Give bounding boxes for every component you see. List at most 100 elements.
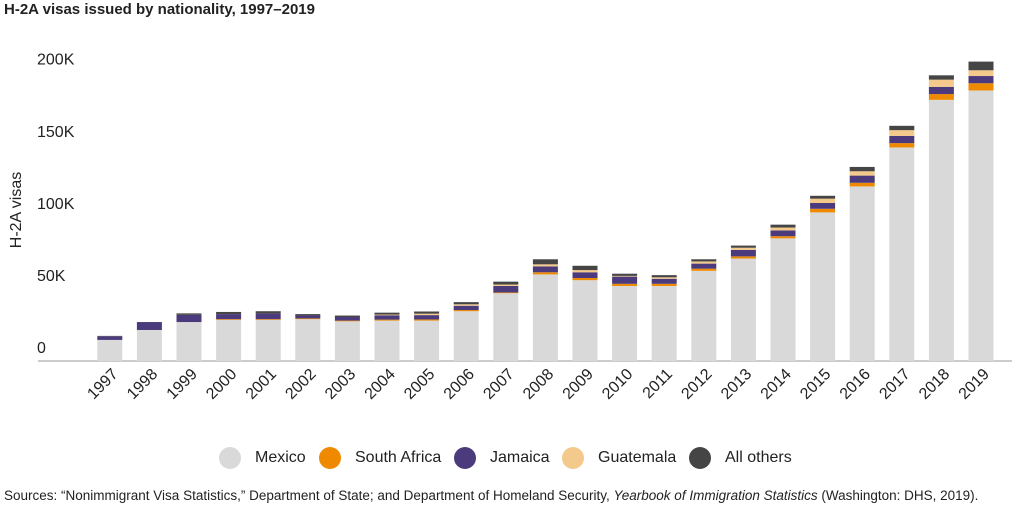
bar-segment xyxy=(691,263,717,269)
bar-segment xyxy=(651,275,677,278)
source-note: Sources: “Nonimmigrant Visa Statistics,”… xyxy=(4,487,1020,504)
bar-segment xyxy=(889,125,915,131)
legend-swatch xyxy=(219,447,241,469)
x-tick-label: 2011 xyxy=(640,366,676,402)
bar-segment xyxy=(136,322,162,330)
bar-segment xyxy=(97,339,123,361)
bar-segment xyxy=(889,147,915,361)
bar-segment xyxy=(770,227,796,231)
bar-segment xyxy=(97,336,123,340)
x-tick-label: 2009 xyxy=(560,366,597,403)
x-tick-label: 1997 xyxy=(84,366,121,403)
bar-segment xyxy=(255,319,281,361)
bar-segment xyxy=(928,99,954,361)
x-tick-label: 2010 xyxy=(599,366,636,403)
bar-segment xyxy=(691,268,717,271)
bar-segment xyxy=(651,283,677,286)
bar-segment xyxy=(849,166,875,172)
bar-segment xyxy=(968,61,994,71)
bar-segment xyxy=(770,224,796,228)
bar-segment xyxy=(216,319,242,320)
x-tick-label: 2000 xyxy=(203,366,240,403)
bar-segment xyxy=(414,319,440,321)
bar-segment xyxy=(770,230,796,237)
bar-segment xyxy=(532,274,558,361)
chart: H-2A visas issued by nationality, 1997–2… xyxy=(4,1,1012,469)
bar-segment xyxy=(493,285,519,293)
bar-segment xyxy=(730,245,756,248)
x-tick-label: 1999 xyxy=(164,366,201,403)
bar-segment xyxy=(374,312,400,315)
bar-segment xyxy=(295,319,321,361)
bar-segment xyxy=(532,264,558,267)
bar-segment xyxy=(176,322,202,361)
bar-segment xyxy=(691,259,717,262)
bar-segment xyxy=(532,266,558,273)
x-tick-label: 2013 xyxy=(718,366,755,403)
bar-segment xyxy=(730,249,756,257)
bar-segment xyxy=(810,208,836,213)
bar-segment xyxy=(612,273,638,276)
chart-title: H-2A visas issued by nationality, 1997–2… xyxy=(4,1,315,18)
bar-segment xyxy=(216,314,242,320)
x-tick-label: 2005 xyxy=(401,366,438,403)
bar-segment xyxy=(493,281,519,285)
bar-segment xyxy=(532,259,558,265)
x-tick-label: 2008 xyxy=(520,366,557,403)
y-tick-label: 50K xyxy=(37,268,66,285)
bar-segment xyxy=(493,293,519,361)
bar-segment xyxy=(770,238,796,361)
y-tick-label: 0 xyxy=(37,340,46,357)
bar-segment xyxy=(374,319,400,321)
bar-segment xyxy=(453,310,479,312)
source-text: Yearbook of Immigration Statistics xyxy=(613,488,818,503)
bar-segment xyxy=(572,280,598,361)
bar-segment xyxy=(176,313,202,315)
bar-segment xyxy=(691,261,717,264)
x-tick-label: 1998 xyxy=(124,366,161,403)
bar-segment xyxy=(849,186,875,361)
x-tick-label: 2014 xyxy=(758,366,795,403)
legend-swatch xyxy=(689,447,711,469)
bar-segment xyxy=(572,265,598,271)
bar-segment xyxy=(493,292,519,294)
bar-segment xyxy=(928,86,954,95)
x-tick-label: 2006 xyxy=(441,366,478,403)
bar-segment xyxy=(928,79,954,87)
bar-segment xyxy=(295,318,321,320)
legend-label: Mexico xyxy=(255,449,306,466)
bar-segment xyxy=(810,203,836,209)
bar-segment xyxy=(651,285,677,361)
bar-segment xyxy=(730,256,756,259)
bar-segment xyxy=(928,75,954,80)
x-tick-label: 2001 xyxy=(243,366,280,403)
bar-segment xyxy=(136,329,162,361)
bar-segment xyxy=(334,320,360,322)
legend-swatch xyxy=(562,447,584,469)
bar-segment xyxy=(849,175,875,183)
bar-segment xyxy=(612,276,638,284)
legend-label: Guatemala xyxy=(598,449,676,466)
bar-segment xyxy=(334,321,360,361)
bar-segment xyxy=(928,94,954,100)
bar-segment xyxy=(374,315,400,320)
bar-segment xyxy=(414,313,440,316)
bar-segment xyxy=(572,278,598,281)
legend-label: South Africa xyxy=(355,449,441,466)
bar-segment xyxy=(295,315,321,319)
bar-segment xyxy=(453,311,479,361)
x-tick-label: 2015 xyxy=(797,366,834,403)
bar-segment xyxy=(968,90,994,361)
bar-segment xyxy=(572,272,598,279)
legend-swatch xyxy=(319,447,341,469)
bar-segment xyxy=(810,198,836,204)
bar-segment xyxy=(810,212,836,361)
bar-segment xyxy=(532,272,558,275)
bar-segment xyxy=(453,302,479,305)
bar-segment xyxy=(374,320,400,361)
bar-segment xyxy=(255,319,281,320)
x-tick-label: 2016 xyxy=(837,366,874,403)
bar-segment xyxy=(968,83,994,91)
bar-segment xyxy=(968,76,994,84)
bar-segment xyxy=(216,319,242,361)
